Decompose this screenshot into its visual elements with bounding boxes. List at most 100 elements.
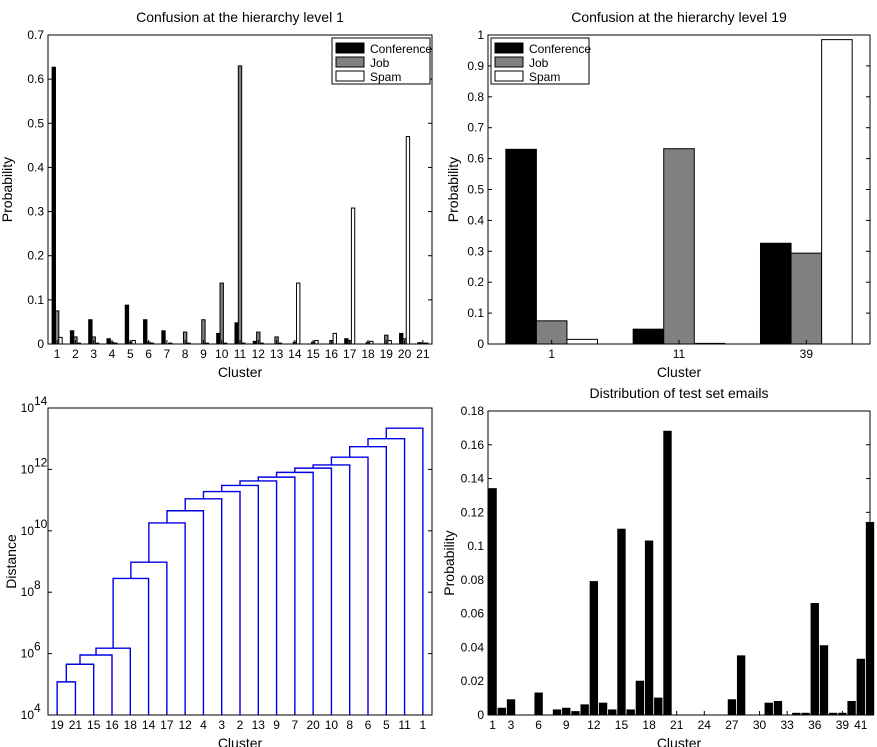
bar-value	[764, 702, 773, 716]
x-tick-label: 15	[615, 718, 629, 732]
y-axis-label: Probability	[441, 530, 457, 595]
y-tick-label-exponent: 8	[34, 578, 41, 592]
bar-spam	[168, 342, 173, 345]
x-tick-label: 27	[725, 718, 739, 732]
bar-conference	[88, 319, 93, 345]
bar-job	[219, 282, 224, 345]
bar-conference	[417, 342, 422, 345]
bar-spam	[204, 342, 209, 345]
y-tick-label: 0.04	[461, 640, 485, 654]
x-tick-label: 24	[698, 718, 712, 732]
x-tick-label: 21	[670, 718, 684, 732]
bar-value	[801, 712, 810, 716]
x-axis-label: Cluster	[657, 735, 702, 747]
bar-value	[736, 655, 746, 716]
legend-swatch	[494, 56, 524, 68]
legend-label: Spam	[370, 70, 401, 84]
bar-conference	[759, 242, 792, 345]
x-tick-label: 36	[808, 718, 822, 732]
y-tick-label: 0.16	[461, 438, 485, 452]
bar-spam	[241, 342, 246, 345]
bar-value	[856, 658, 865, 716]
bar-value	[552, 709, 562, 716]
dendrogram-link	[385, 427, 424, 715]
y-tick-label: 0.14	[461, 472, 485, 486]
y-tick-label: 0.08	[461, 573, 485, 587]
x-axis-label: Cluster	[218, 735, 263, 747]
bar-spam	[314, 339, 319, 345]
chart-confusion-level-19: 00.10.20.30.40.50.60.70.80.911 11 39Confer…	[445, 9, 871, 380]
x-tick-label: 19	[380, 347, 394, 361]
x-tick-label: 9	[200, 347, 207, 361]
bar-value	[589, 581, 599, 716]
x-tick-label: 8	[182, 347, 189, 361]
leaf-label: 16	[105, 718, 119, 732]
x-tick-label: 11	[673, 347, 686, 361]
y-tick-label: 0.3	[467, 244, 484, 258]
bar-spam	[58, 336, 63, 345]
bar-conference	[216, 332, 221, 345]
bar-conference	[161, 330, 166, 345]
bar-value	[571, 711, 580, 716]
dendrogram-link	[65, 663, 95, 715]
bar-value	[635, 680, 645, 716]
chart-title: Distribution of test set emails	[590, 385, 769, 401]
bar-conference	[399, 332, 404, 345]
y-tick-label: 0.7	[27, 28, 44, 42]
y-tick-label: 0.2	[27, 249, 44, 263]
bar-spam	[296, 282, 301, 345]
x-tick-label: 30	[753, 718, 767, 732]
y-tick-label: 0.8	[467, 90, 484, 104]
bar-value	[626, 709, 635, 716]
x-tick-label: 3	[90, 347, 97, 361]
bar-conference	[106, 338, 111, 345]
legend-swatch	[335, 42, 365, 54]
x-tick-label: 12	[252, 347, 266, 361]
bar-conference	[505, 148, 537, 345]
bar-spam	[369, 340, 374, 345]
bar-value	[810, 603, 819, 716]
bar-job	[663, 148, 695, 345]
y-tick-label: 0.18	[461, 404, 485, 418]
legend-swatch	[494, 42, 524, 54]
leaf-label: 17	[160, 718, 174, 732]
y-tick-label-exponent: 4	[34, 701, 41, 715]
y-tick-label: 0	[37, 337, 44, 351]
bar-spam	[131, 339, 136, 345]
leaf-label: 8	[346, 718, 353, 732]
bar-value	[865, 521, 875, 716]
bar-value	[497, 707, 506, 716]
bar-conference	[143, 319, 148, 345]
x-tick-label: 39	[836, 718, 850, 732]
y-tick-label: 0.02	[461, 674, 485, 688]
x-tick-label: 6	[145, 347, 152, 361]
x-tick-label: 1	[489, 718, 496, 732]
x-tick-label: 13	[270, 347, 284, 361]
x-tick-label: 14	[288, 347, 302, 361]
bar-spam	[332, 332, 337, 345]
bar-conference	[51, 66, 56, 345]
leaf-label: 1	[420, 718, 427, 732]
y-tick-label-exponent: 12	[34, 455, 48, 469]
bar-job	[237, 65, 243, 345]
chart-test-set-distribution: 00.020.040.060.080.10.120.140.160.181 3 6 9…	[441, 385, 875, 747]
bar-value	[828, 712, 838, 716]
bar-value	[792, 712, 801, 716]
x-tick-label: 1	[54, 347, 61, 361]
legend-label: Job	[370, 56, 390, 70]
leaf-label: 10	[325, 718, 339, 732]
bar-value	[654, 697, 663, 716]
y-tick-label: 0.4	[467, 213, 484, 227]
bar-value	[580, 704, 589, 716]
y-tick-label: 0.7	[467, 121, 484, 135]
bar-spam	[350, 207, 356, 345]
leaf-label: 14	[142, 718, 156, 732]
bar-conference	[344, 338, 349, 345]
y-axis-label: Distance	[3, 534, 19, 589]
legend-swatch	[335, 56, 365, 68]
y-tick-label: 0	[477, 337, 484, 351]
y-tick-label: 0.5	[27, 116, 44, 130]
y-tick-label: 0.3	[27, 205, 44, 219]
leaf-label: 18	[124, 718, 138, 732]
